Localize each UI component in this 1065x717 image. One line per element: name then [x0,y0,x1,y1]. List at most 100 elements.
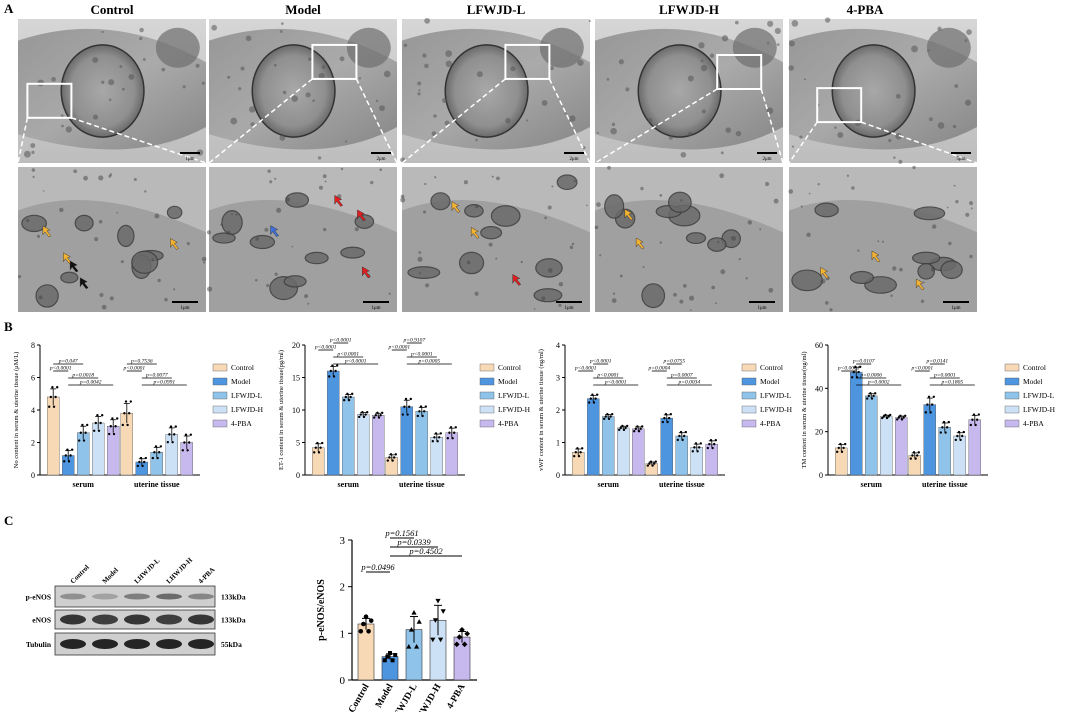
micrograph-bottom-granule [611,298,617,303]
micrograph-bottom-granule [94,237,99,242]
data-point [408,627,414,632]
data-point [669,413,672,416]
data-point [388,651,392,656]
data-point [361,411,364,414]
mitochondrion [35,284,59,308]
bar-chart-1: 0 5 10 15 20 ET-1 content in serum & uterine … [278,338,531,490]
micrograph-top-granule [776,43,780,46]
micrograph-bottom-granule [640,186,644,191]
micrograph-bottom-granule [418,251,422,254]
legend-label: LFWJD-L [231,391,263,400]
micrograph-top-granule [108,98,112,102]
data-point [71,448,74,451]
y-tick-label: 1 [340,628,346,640]
y-tick-label: 15 [292,374,300,383]
blot-band [60,639,86,649]
micrograph-bottom-granule [388,292,391,295]
mitochondrion [212,232,236,244]
bar [327,370,340,476]
micrograph-top-granule [789,40,795,47]
marker-arrow [915,278,925,291]
data-point [924,411,927,414]
micrograph-bottom-granule [318,185,324,190]
legend-label: Control [498,363,521,372]
micrograph-top-granule [895,132,902,140]
micrograph-bottom-granule [59,207,64,213]
micrograph-bottom-granule [324,180,327,183]
marker-arrow [871,250,881,263]
micrograph-top-granule [611,122,616,127]
data-point [604,415,607,418]
data-point [96,414,99,417]
micrograph-bottom-granule [547,205,552,210]
mitochondrion [864,276,898,294]
data-point [81,423,84,427]
micrograph-bottom-granule [206,286,213,292]
data-point [679,430,683,434]
data-point [664,413,668,416]
data-point [316,441,319,445]
data-point [932,395,935,398]
micrograph-top-granule [791,145,795,148]
blot-band [124,639,150,649]
p-value-label: p<0.0001 [589,359,612,365]
data-point [961,434,964,438]
p-value-label: p=0.0005 [418,359,441,365]
data-point [328,375,331,378]
data-point [459,626,465,633]
data-point [124,400,128,403]
blot-lane-label: LHWJD-L [133,556,162,585]
legend-label: LFWJD-L [498,391,530,400]
data-point [56,386,59,389]
blot-lane-label: Model [101,566,120,585]
data-point [651,464,654,467]
data-point [49,395,52,399]
micrograph-bottom-granule [254,279,258,282]
data-point [942,420,946,424]
micrograph-bottom-granule [551,185,554,188]
data-point [438,436,441,439]
data-point [78,439,81,442]
p-value-label: p<0.0001 [336,352,359,358]
group-title-4: 4-PBA [847,2,884,17]
data-point [112,432,116,436]
data-point [461,641,468,648]
data-point [321,441,324,445]
data-point [941,426,944,429]
micrograph-bottom-granule [424,182,427,186]
y-tick-label: 3 [556,374,560,383]
micrograph-bottom-granule [730,235,736,241]
micrograph-top-granule [60,114,64,118]
micrograph-top-granule [582,146,586,150]
micrograph-top-granule [30,143,36,149]
data-point [626,424,629,428]
category-label: serum [598,480,620,489]
micrograph-bottom-granule [307,302,310,305]
mitochondrion [283,275,307,288]
data-point [696,450,699,453]
micrograph-top-granule [249,106,256,113]
micrograph-bottom-granule [32,175,35,179]
micrograph-top-granule [668,135,673,140]
data-point [48,405,51,408]
micrograph-bottom-granule [969,254,973,259]
micrograph-top-granule [788,65,794,71]
legend-label: 4-PBA [231,419,252,428]
data-point [866,397,869,400]
micrograph-top-granule [735,130,742,137]
data-point [976,418,979,421]
blot-strip [54,585,216,608]
data-point [573,454,576,458]
micrograph-bottom-granule [569,245,574,250]
data-point [388,456,391,459]
data-point [881,416,884,420]
micrograph-bottom-granule [264,227,269,232]
marker-arrow [170,238,179,250]
legend-label: Model [1023,377,1043,386]
data-point [403,405,406,408]
micrograph-top-granule [196,149,204,156]
mitochondrion [249,234,276,250]
legend-label: Control [1023,363,1046,372]
micrograph-top-granule [569,115,576,122]
legend-swatch [1004,377,1020,386]
